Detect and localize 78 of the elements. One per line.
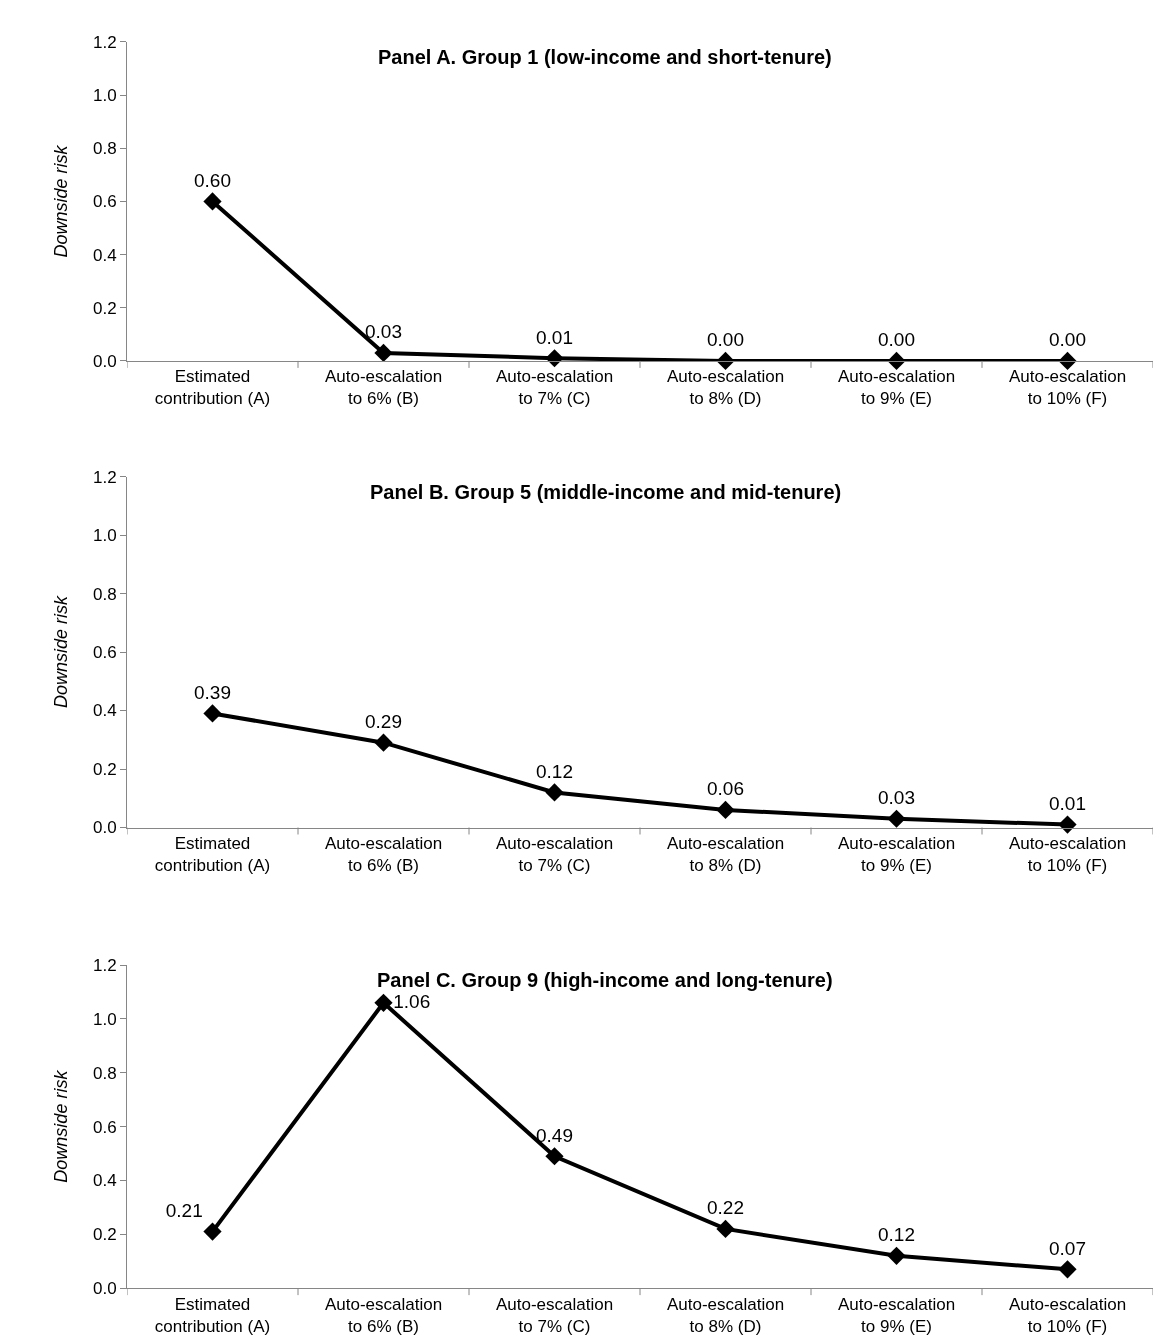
x-tick-label: Auto-escalation to 8% (D) — [666, 367, 785, 409]
x-tick-label: Auto-escalation to 10% (F) — [1008, 1294, 1127, 1336]
y-tick-label: 0.2 — [92, 759, 117, 779]
x-tick-label: Estimated contribution (A) — [154, 1294, 271, 1336]
data-label: 0.01 — [1049, 793, 1086, 815]
data-label: 0.00 — [1049, 329, 1086, 351]
y-tick-label: 0.8 — [92, 584, 117, 604]
y-tick-label: 0.4 — [92, 245, 117, 265]
y-axis-title: Downside risk — [51, 144, 72, 258]
data-label: 0.03 — [878, 787, 915, 809]
y-tick-label: 1.2 — [92, 956, 117, 976]
y-tick-label: 0.2 — [92, 1225, 117, 1245]
y-tick-label: 1.2 — [92, 467, 117, 487]
y-tick-label: 0.8 — [92, 139, 117, 159]
point — [203, 1222, 222, 1241]
point — [374, 733, 393, 752]
point — [1058, 815, 1077, 834]
x-tick-label: Auto-escalation to 8% (D) — [666, 833, 785, 876]
data-label: 0.12 — [536, 760, 573, 782]
x-tick-label: Auto-escalation to 9% (E) — [837, 833, 956, 876]
data-label: 1.06 — [393, 990, 431, 1012]
y-tick-label: 0.6 — [92, 642, 117, 662]
y-axis-title: Downside risk — [51, 1069, 72, 1183]
x-tick-label: Auto-escalation to 6% (B) — [324, 1294, 443, 1336]
y-tick-label: 0.4 — [92, 1171, 117, 1191]
data-label: 0.49 — [536, 1124, 573, 1146]
data-label: 0.00 — [878, 329, 915, 351]
x-tick-label: Auto-escalation to 7% (C) — [495, 833, 614, 876]
y-tick-label: 1.0 — [92, 526, 117, 546]
data-label: 0.01 — [536, 326, 573, 348]
data-label: 0.07 — [1049, 1237, 1086, 1259]
point — [716, 800, 735, 820]
point — [545, 783, 564, 802]
point — [203, 192, 222, 211]
y-tick-label: 0.6 — [92, 192, 117, 212]
x-tick-label: Auto-escalation to 10% (F) — [1008, 367, 1127, 409]
chart-title: Panel B. Group 5 (middle-income and mid-tenure) — [370, 481, 842, 503]
x-tick-label: Auto-escalation to 7% (C) — [495, 1294, 614, 1336]
y-tick-label: 0.0 — [92, 351, 117, 371]
y-tick-label: 1.2 — [92, 32, 117, 52]
point — [1058, 1260, 1077, 1279]
x-tick-label: Auto-escalation to 9% (E) — [837, 1294, 956, 1336]
x-tick-label: Auto-escalation to 6% (B) — [324, 367, 443, 409]
data-label: 0.00 — [707, 329, 744, 351]
y-tick-label: 0.2 — [92, 298, 117, 318]
y-tick-label: 0.6 — [92, 1117, 117, 1137]
chart-title: Panel A. Group 1 (low-income and short-tenure) — [378, 46, 832, 68]
point — [203, 704, 222, 723]
point — [545, 349, 564, 368]
y-axis-title: Downside risk — [51, 595, 72, 709]
x-tick-label: Auto-escalation to 7% (C) — [495, 367, 614, 409]
data-label: 0.22 — [707, 1197, 744, 1219]
y-tick-label: 1.0 — [92, 85, 117, 105]
y-tick-label: 0.8 — [92, 1063, 117, 1083]
data-label: 0.12 — [878, 1224, 915, 1246]
point — [887, 809, 906, 828]
y-tick-label: 0.0 — [92, 1279, 117, 1299]
y-tick-label: 1.0 — [92, 1009, 117, 1029]
x-tick-label: Auto-escalation to 8% (D) — [666, 1294, 785, 1336]
data-label: 0.03 — [365, 321, 402, 343]
x-tick-label: Auto-escalation to 9% (E) — [837, 367, 956, 409]
x-tick-label: Estimated contribution (A) — [154, 833, 271, 876]
point — [716, 1219, 735, 1239]
point — [887, 1246, 906, 1265]
x-tick-label: Auto-escalation to 6% (B) — [324, 833, 443, 876]
y-tick-label: 0.0 — [92, 818, 117, 838]
point — [374, 343, 393, 363]
data-label: 0.21 — [165, 1200, 203, 1222]
y-tick-label: 0.4 — [92, 701, 117, 721]
data-label: 0.60 — [194, 169, 231, 191]
data-label: 0.29 — [365, 711, 402, 733]
point — [545, 1147, 564, 1166]
point — [374, 993, 393, 1012]
data-label: 0.39 — [194, 681, 231, 703]
x-tick-label: Auto-escalation to 10% (F) — [1008, 833, 1127, 876]
chart-title: Panel C. Group 9 (high-income and long-tenure) — [377, 969, 833, 991]
data-label: 0.06 — [707, 778, 744, 800]
x-tick-label: Estimated contribution (A) — [154, 367, 271, 409]
